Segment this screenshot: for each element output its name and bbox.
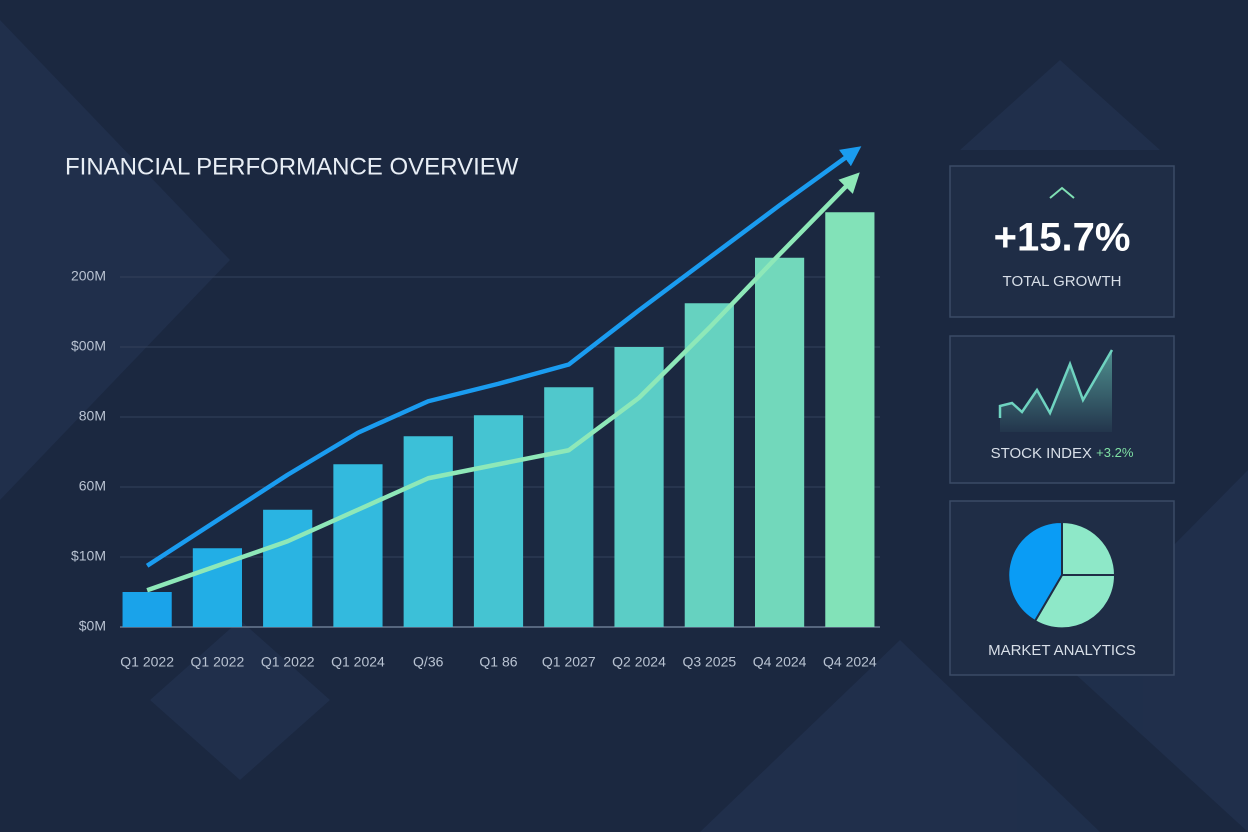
y-tick-label: $00M: [71, 338, 106, 354]
x-tick-label: Q1 2022: [261, 654, 315, 670]
y-tick-label: 200M: [71, 268, 106, 284]
growth-label: TOTAL GROWTH: [1003, 273, 1122, 290]
bar: [333, 464, 383, 627]
stock-label: STOCK INDEX: [991, 445, 1092, 462]
pie-icon: [1007, 520, 1117, 630]
x-tick-label: Q1 2022: [120, 654, 174, 670]
trend-line: [145, 146, 862, 568]
growth-panel: [949, 165, 1175, 318]
decoration: [0, 20, 1248, 832]
market-label: MARKET ANALYTICS: [988, 642, 1136, 659]
bar: [684, 303, 734, 627]
stock-text: STOCK INDEX +3.2%: [991, 445, 1134, 462]
x-tick-label: Q3 2025: [682, 654, 736, 670]
bar: [122, 592, 172, 627]
bar: [544, 387, 594, 627]
sparkline: [998, 349, 1114, 418]
x-tick-label: Q4 2024: [823, 654, 877, 670]
bar: [473, 415, 524, 627]
y-tick-label: 80M: [79, 408, 106, 424]
y-tick-label: $0M: [79, 618, 106, 634]
x-tick-label: Q/36: [413, 654, 444, 670]
x-tick-label: Q1 2022: [191, 654, 245, 670]
y-tick-label: 60M: [79, 478, 106, 494]
x-tick-label: Q4 2024: [753, 654, 807, 670]
bar: [263, 509, 313, 627]
chart-title: FINANCIAL PERFORMANCE OVERVIEW: [65, 153, 519, 180]
plot: $0M $10M 60M 80M $00M 200M Q1 2022 Q1 2022 Q1 20…: [71, 146, 880, 670]
x-tick-label: Q1 2024: [331, 654, 385, 670]
growth-value: +15.7%: [994, 216, 1131, 260]
x-tick-label: Q1 2027: [542, 654, 596, 670]
up-icon: [1049, 186, 1075, 199]
stock-change: +3.2%: [1096, 445, 1134, 460]
bar: [825, 212, 875, 627]
x-tick-label: Q1 86: [479, 654, 517, 670]
sparkline-area: [1000, 350, 1112, 432]
bar: [403, 436, 453, 627]
bar: [754, 257, 805, 627]
y-tick-label: $10M: [71, 548, 106, 564]
x-tick-label: Q2 2024: [612, 654, 666, 670]
trend-line: [146, 172, 860, 593]
bar: [614, 347, 664, 627]
